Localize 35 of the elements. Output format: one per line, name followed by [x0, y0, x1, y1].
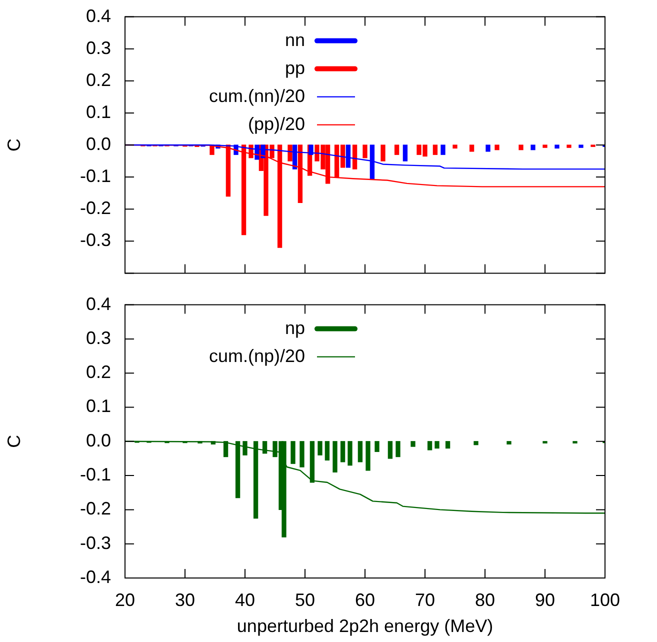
x-tick-label: 20 — [114, 590, 136, 610]
y-tick-label: 0.1 — [86, 396, 111, 416]
x-tick-label: 80 — [474, 590, 496, 610]
y-tick-label: 0.2 — [86, 362, 111, 382]
legend-label: pp — [284, 58, 305, 78]
y-tick-label: 0.3 — [86, 328, 111, 348]
y-tick-label: -0.1 — [80, 166, 111, 186]
y-tick-label: 0.1 — [86, 102, 111, 122]
y-axis-title: C — [4, 434, 24, 448]
y-tick-label: -0.3 — [80, 230, 111, 250]
x-axis-title: unperturbed 2p2h energy (MeV) — [236, 616, 494, 636]
x-tick-label: 100 — [590, 590, 620, 610]
y-tick-label: 0.0 — [86, 134, 111, 154]
y-tick-label: -0.2 — [80, 498, 111, 519]
legend-label: np — [284, 318, 305, 338]
x-tick-label: 30 — [174, 590, 196, 610]
x-tick-label: 40 — [234, 590, 256, 610]
y-tick-label: -0.3 — [80, 532, 111, 553]
legend-label: cum.(nn)/20 — [208, 86, 305, 106]
x-tick-label: 60 — [354, 590, 376, 610]
y-tick-label: -0.4 — [80, 566, 111, 587]
legend-label: cum.(np)/20 — [208, 346, 305, 366]
y-tick-label: -0.1 — [80, 464, 111, 485]
legend-label: (pp)/20 — [248, 114, 305, 134]
y-axis-title: C — [4, 138, 24, 152]
y-tick-label: 0.0 — [86, 430, 111, 450]
x-tick-label: 70 — [414, 590, 436, 610]
x-tick-label: 50 — [294, 590, 316, 610]
y-tick-label: 0.4 — [86, 294, 111, 314]
legend-label: nn — [284, 30, 305, 50]
y-tick-label: -0.2 — [80, 198, 111, 218]
y-tick-label: 0.2 — [86, 70, 111, 90]
x-tick-label: 90 — [534, 590, 556, 610]
y-tick-label: 0.3 — [86, 38, 111, 58]
y-tick-label: 0.4 — [86, 6, 111, 26]
